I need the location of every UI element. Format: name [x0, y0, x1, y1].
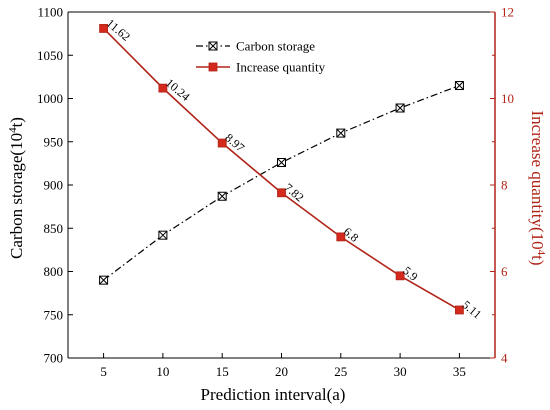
- carbon-storage-point: [158, 230, 168, 240]
- x-axis-title: Prediction interval(a): [201, 385, 346, 404]
- left-y-axis-title: Carbon storage(104t): [7, 117, 26, 259]
- increase-quantity-data-label: 5.9: [400, 263, 420, 283]
- marker-cross: [455, 81, 464, 90]
- increase-quantity-data-label: 8.97: [222, 131, 247, 155]
- left-y-tick-label: 950: [44, 134, 64, 149]
- left-y-tick-label: 700: [44, 351, 64, 366]
- legend-increase-quantity-marker: [208, 62, 218, 72]
- increase-quantity-point: [336, 232, 346, 242]
- left-y-tick-label: 1000: [37, 91, 63, 106]
- increase-quantity-data-label: 6.8: [341, 224, 361, 244]
- left-y-tick-label: 750: [44, 307, 64, 322]
- x-tick-label: 20: [275, 364, 288, 379]
- increase-quantity-point: [158, 83, 168, 93]
- increase-quantity-point: [217, 138, 227, 148]
- right-y-tick-label: 12: [501, 5, 514, 20]
- legend-carbon-storage-marker: [208, 41, 218, 51]
- carbon-storage-point: [277, 158, 286, 168]
- left-y-tick-label: 800: [44, 264, 64, 279]
- increase-quantity-data-label: 11.62: [104, 16, 133, 44]
- marker-cross: [99, 275, 108, 285]
- increase-quantity-data-label: 5.11: [459, 298, 484, 322]
- x-tick-label: 5: [100, 364, 107, 379]
- left-y-tick-label: 1050: [37, 48, 63, 63]
- legend-increase-quantity-label: Increase quantity: [236, 60, 326, 75]
- x-tick-label: 35: [453, 364, 466, 379]
- carbon-storage-point: [395, 103, 405, 113]
- carbon-storage-point: [99, 275, 109, 285]
- increase-quantity-point: [277, 188, 286, 198]
- left-y-tick-label: 900: [44, 178, 64, 193]
- left-y-tick-label: 850: [44, 221, 64, 236]
- left-y-tick-label: 1100: [37, 5, 63, 20]
- marker-cross: [158, 230, 168, 240]
- x-tick-label: 15: [216, 364, 229, 379]
- carbon-storage-point: [217, 191, 227, 201]
- right-y-tick-label: 6: [501, 264, 508, 279]
- carbon-storage-point: [454, 81, 464, 91]
- increase-quantity-data-label: 10.24: [163, 76, 193, 104]
- right-y-tick-label: 4: [501, 351, 508, 366]
- increase-quantity-data-label: 7.82: [282, 180, 307, 204]
- increase-quantity-point: [455, 305, 464, 315]
- right-y-tick-label: 8: [501, 178, 508, 193]
- legend: Carbon storage Increase quantity: [196, 39, 326, 75]
- marker-cross: [217, 191, 227, 201]
- marker-cross: [336, 128, 346, 138]
- increase-quantity-point: [99, 24, 108, 33]
- increase-quantity-point: [395, 271, 405, 281]
- legend-carbon-storage-label: Carbon storage: [236, 39, 315, 54]
- x-tick-label: 10: [156, 364, 169, 379]
- right-y-axis-title: Increase quantity(104t): [528, 110, 547, 265]
- carbon-storage-line: [103, 84, 460, 281]
- marker-cross: [395, 103, 405, 113]
- carbon-storage-point: [336, 128, 346, 138]
- marker-cross: [277, 158, 286, 167]
- right-y-tick-label: 10: [501, 91, 514, 106]
- x-tick-label: 25: [334, 364, 347, 379]
- x-tick-label: 30: [394, 364, 407, 379]
- marker-cross: [208, 41, 218, 51]
